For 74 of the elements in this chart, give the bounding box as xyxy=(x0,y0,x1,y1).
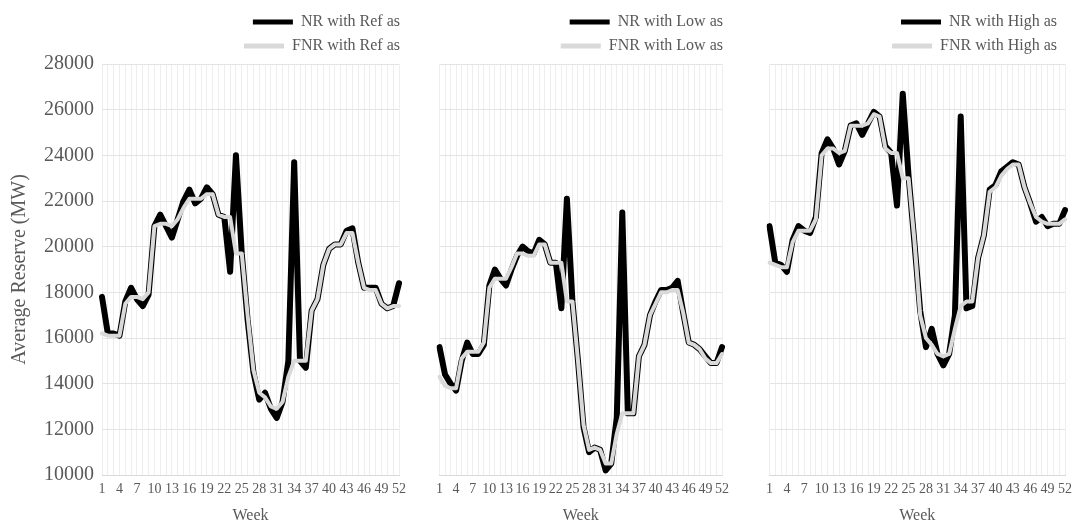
x-tick-label: 13 xyxy=(498,481,513,497)
x-axis-title: Week xyxy=(232,505,269,523)
y-tick-label: 24000 xyxy=(44,142,94,165)
x-tick-label: 25 xyxy=(234,481,249,497)
x-tick-label: 37 xyxy=(304,481,319,497)
x-tick-label: 1 xyxy=(98,481,106,497)
x-tick-label: 34 xyxy=(953,481,968,497)
x-tick-label: 52 xyxy=(392,481,406,497)
legend-label: FNR with Low as xyxy=(608,36,724,54)
x-tick-label: 28 xyxy=(582,481,597,497)
x-tick-label: 49 xyxy=(698,481,713,497)
x-tick-label: 46 xyxy=(357,481,372,497)
legend-label: NR with High as xyxy=(949,12,1057,31)
x-tick-label: 19 xyxy=(199,481,214,497)
x-tick-label: 52 xyxy=(1058,481,1072,497)
x-tick-label: 43 xyxy=(339,481,354,497)
x-tick-label: 4 xyxy=(115,481,123,497)
x-tick-label: 46 xyxy=(1023,481,1038,497)
x-tick-label: 10 xyxy=(147,481,162,497)
x-tick-label: 16 xyxy=(515,481,530,497)
x-tick-label: 40 xyxy=(648,481,663,497)
x-tick-label: 28 xyxy=(252,481,267,497)
y-tick-label: 10000 xyxy=(44,462,94,485)
y-tick-label: 14000 xyxy=(44,370,94,393)
x-tick-label: 22 xyxy=(884,481,899,497)
y-tick-label: 26000 xyxy=(44,96,94,119)
x-tick-label: 46 xyxy=(681,481,696,497)
y-tick-label: 18000 xyxy=(44,279,94,302)
x-tick-label: 16 xyxy=(849,481,864,497)
x-tick-label: 31 xyxy=(598,481,613,497)
x-tick-label: 1 xyxy=(766,481,773,497)
x-tick-label: 22 xyxy=(548,481,563,497)
x-tick-label: 52 xyxy=(715,481,729,497)
x-tick-label: 43 xyxy=(1005,481,1020,497)
x-tick-label: 7 xyxy=(133,481,141,497)
legend-label: NR with Low as xyxy=(617,12,723,30)
x-tick-label: 19 xyxy=(532,481,547,497)
x-axis-title: Week xyxy=(562,505,599,523)
x-tick-label: 34 xyxy=(287,481,302,497)
legend-label: FNR with High as xyxy=(940,36,1058,55)
x-tick-label: 22 xyxy=(217,481,232,497)
x-tick-label: 40 xyxy=(988,481,1003,497)
y-tick-label: 22000 xyxy=(44,188,94,211)
x-tick-label: 16 xyxy=(182,481,197,497)
x-tick-label: 7 xyxy=(800,481,808,497)
legend-label: FNR with Ref as xyxy=(292,36,400,54)
x-tick-label: 37 xyxy=(971,481,986,497)
x-tick-label: 43 xyxy=(665,481,680,497)
y-tick-label: 20000 xyxy=(44,233,94,256)
x-tick-label: 19 xyxy=(866,481,881,497)
x-tick-label: 7 xyxy=(469,481,477,497)
x-tick-label: 25 xyxy=(565,481,580,497)
x-tick-label: 34 xyxy=(615,481,630,497)
x-tick-label: 10 xyxy=(814,481,829,497)
x-tick-label: 31 xyxy=(269,481,284,497)
x-tick-label: 31 xyxy=(936,481,951,497)
legend-label: NR with Ref as xyxy=(300,12,401,30)
x-tick-label: 49 xyxy=(1040,481,1055,497)
y-tick-label: 28000 xyxy=(44,51,94,74)
x-tick-label: 4 xyxy=(452,481,460,497)
x-tick-label: 10 xyxy=(482,481,497,497)
y-axis-title: Average Reserve (MW) xyxy=(7,174,31,365)
x-tick-label: 40 xyxy=(322,481,337,497)
y-tick-label: 12000 xyxy=(44,416,94,439)
x-tick-label: 13 xyxy=(832,481,847,497)
x-tick-label: 13 xyxy=(164,481,179,497)
x-tick-label: 49 xyxy=(374,481,389,497)
y-tick-label: 16000 xyxy=(44,325,94,348)
x-tick-label: 4 xyxy=(783,481,791,497)
x-tick-label: 1 xyxy=(436,481,443,497)
x-tick-label: 37 xyxy=(631,481,646,497)
x-axis-title: Week xyxy=(899,505,936,523)
x-tick-label: 25 xyxy=(901,481,916,497)
x-tick-label: 28 xyxy=(918,481,933,497)
